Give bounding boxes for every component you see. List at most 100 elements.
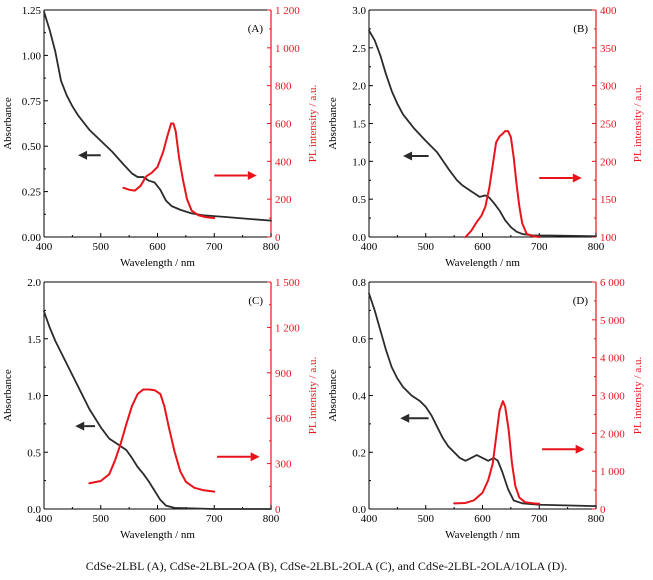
y-left-axis-label: Absorbance xyxy=(2,97,14,150)
y-right-tick-label: 250 xyxy=(600,119,617,131)
y-right-tick-label: 5 000 xyxy=(600,315,625,327)
y-left-tick-label: 1.00 xyxy=(22,50,42,62)
y-left-tick-label: 0.00 xyxy=(22,232,42,244)
x-tick-label: 700 xyxy=(206,513,223,525)
absorbance-arrow-head xyxy=(75,421,85,431)
y-left-tick-label: 0.0 xyxy=(352,232,366,244)
y-left-tick-label: 0.25 xyxy=(22,187,42,199)
y-left-tick-label: 2.5 xyxy=(352,43,366,55)
y-right-tick-label: 0 xyxy=(275,232,281,244)
panel-label: (B) xyxy=(573,23,588,35)
x-tick-label: 400 xyxy=(36,513,53,525)
y-right-axis-label: PL intensity / a.u. xyxy=(307,357,319,435)
y-left-tick-label: 2.0 xyxy=(352,81,366,93)
panel-label: (C) xyxy=(248,295,263,307)
chart-panel-2: 400 500 600 700 800 0.0 0.5 1.0 1.5 2.0 2.5 3.0 100 1… xyxy=(327,5,644,269)
x-tick-label: 600 xyxy=(149,513,166,525)
y-right-tick-label: 400 xyxy=(600,5,617,17)
x-tick-label: 700 xyxy=(531,513,548,525)
y-right-tick-label: 200 xyxy=(275,194,292,206)
x-tick-label: 800 xyxy=(588,241,605,253)
y-right-tick-label: 200 xyxy=(600,156,617,168)
y-left-tick-label: 0.4 xyxy=(352,391,366,403)
y-left-axis-label: Absorbance xyxy=(327,369,339,422)
y-right-tick-label: 600 xyxy=(275,413,292,425)
y-right-tick-label: 1 000 xyxy=(275,43,300,55)
x-tick-label: 600 xyxy=(474,513,491,525)
y-right-tick-label: 800 xyxy=(275,81,292,93)
panel-label: (A) xyxy=(248,23,264,35)
y-left-tick-label: 0.0 xyxy=(352,504,366,516)
absorbance-arrow-head xyxy=(403,151,413,161)
y-right-axis-label: PL intensity / a.u. xyxy=(632,357,644,435)
y-right-tick-label: 1 200 xyxy=(275,322,300,334)
y-right-tick-label: 2 000 xyxy=(600,428,625,440)
pl-arrow-head xyxy=(572,173,582,183)
absorbance-arrow-head xyxy=(78,150,88,160)
pl-line xyxy=(88,388,216,493)
y-right-tick-label: 1 500 xyxy=(275,277,300,289)
y-left-tick-label: 0.0 xyxy=(27,504,41,516)
absorbance-arrow-head xyxy=(400,413,410,423)
x-tick-label: 400 xyxy=(361,513,378,525)
y-left-tick-label: 0.6 xyxy=(352,334,366,346)
figure-caption: CdSe-2LBL (A), CdSe-2LBL-2OA (B), CdSe-2… xyxy=(85,559,568,573)
y-left-tick-label: 0.5 xyxy=(27,447,41,459)
x-tick-label: 800 xyxy=(263,241,280,253)
x-tick-label: 500 xyxy=(418,513,435,525)
y-right-tick-label: 0 xyxy=(275,504,281,516)
x-tick-label: 400 xyxy=(361,241,378,253)
x-tick-label: 400 xyxy=(36,241,53,253)
y-left-tick-label: 1.5 xyxy=(352,119,366,131)
chart-panel-4: 400 500 600 700 800 0.0 0.2 0.4 0.6 0.8 0 1 000 2 00… xyxy=(327,277,644,541)
pl-arrow-head xyxy=(247,171,257,181)
x-tick-label: 700 xyxy=(531,241,548,253)
y-right-tick-label: 600 xyxy=(275,119,292,131)
y-left-tick-label: 0.75 xyxy=(22,96,42,108)
y-right-axis-label: PL intensity / a.u. xyxy=(632,85,644,163)
y-left-tick-label: 0.8 xyxy=(352,277,366,289)
pl-arrow-head xyxy=(575,444,585,454)
y-right-tick-label: 100 xyxy=(600,232,617,244)
y-left-tick-label: 0.50 xyxy=(22,141,42,153)
y-left-axis-label: Absorbance xyxy=(2,369,14,422)
y-right-tick-label: 0 xyxy=(600,504,606,516)
x-tick-label: 600 xyxy=(149,241,166,253)
x-tick-label: 600 xyxy=(474,241,491,253)
pl-arrow-head xyxy=(250,452,260,462)
y-left-tick-label: 1.0 xyxy=(352,156,366,168)
y-right-tick-label: 300 xyxy=(275,459,292,471)
absorbance-line xyxy=(368,29,597,238)
pl-line xyxy=(464,130,541,238)
x-axis-label: Wavelength / nm xyxy=(445,257,520,269)
x-axis-label: Wavelength / nm xyxy=(120,529,195,541)
y-right-axis-label: PL intensity / a.u. xyxy=(307,85,319,163)
y-right-tick-label: 1 200 xyxy=(275,5,300,17)
absorbance-line xyxy=(368,292,597,508)
y-right-tick-label: 300 xyxy=(600,81,617,93)
x-tick-label: 500 xyxy=(93,241,110,253)
y-left-tick-label: 1.0 xyxy=(27,391,41,403)
chart-panel-3: 400 500 600 700 800 0.0 0.5 1.0 1.5 2.0 0 300 600 900… xyxy=(2,277,319,541)
pl-line xyxy=(453,400,541,505)
y-right-tick-label: 3 000 xyxy=(600,391,625,403)
y-left-axis-label: Absorbance xyxy=(327,97,339,150)
x-axis-label: Wavelength / nm xyxy=(120,257,195,269)
y-right-tick-label: 350 xyxy=(600,43,617,55)
x-tick-label: 700 xyxy=(206,241,223,253)
chart-panel-1: 400 500 600 700 800 0.00 0.25 0.50 0.75 1.00 1.25 0… xyxy=(2,5,319,269)
y-left-tick-label: 0.5 xyxy=(352,194,366,206)
y-right-tick-label: 900 xyxy=(275,368,292,380)
x-tick-label: 800 xyxy=(588,513,605,525)
x-axis-label: Wavelength / nm xyxy=(445,529,520,541)
y-right-tick-label: 400 xyxy=(275,156,292,168)
panel-label: (D) xyxy=(573,295,589,307)
y-left-tick-label: 1.5 xyxy=(27,334,41,346)
x-tick-label: 500 xyxy=(418,241,435,253)
y-left-tick-label: 3.0 xyxy=(352,5,366,17)
y-right-tick-label: 150 xyxy=(600,194,617,206)
absorbance-line xyxy=(43,310,272,510)
y-left-tick-label: 2.0 xyxy=(27,277,41,289)
y-left-tick-label: 1.25 xyxy=(22,5,42,17)
